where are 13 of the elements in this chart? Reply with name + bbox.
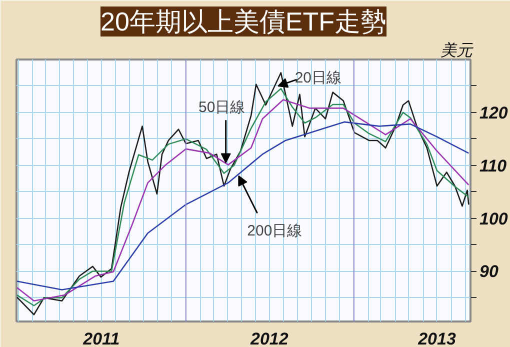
line-series — [16, 121, 470, 290]
annotation: 50日線 — [198, 99, 246, 116]
y-tick-label: 100 — [480, 209, 508, 228]
x-tick-label: 2011 — [82, 330, 120, 347]
chart-title: 20年期以上美債ETF走勢 — [100, 6, 387, 36]
y-axis-title: 美元 — [440, 42, 474, 60]
x-tick-label: 2013 — [417, 330, 456, 347]
y-tick-label: 90 — [480, 262, 499, 282]
annotation: 20日線 — [294, 69, 342, 86]
x-tick-label: 2012 — [250, 330, 289, 347]
y-tick-label: 110 — [480, 156, 508, 176]
annotation: 200日線 — [247, 222, 302, 240]
y-tick-label: 120 — [480, 103, 508, 122]
